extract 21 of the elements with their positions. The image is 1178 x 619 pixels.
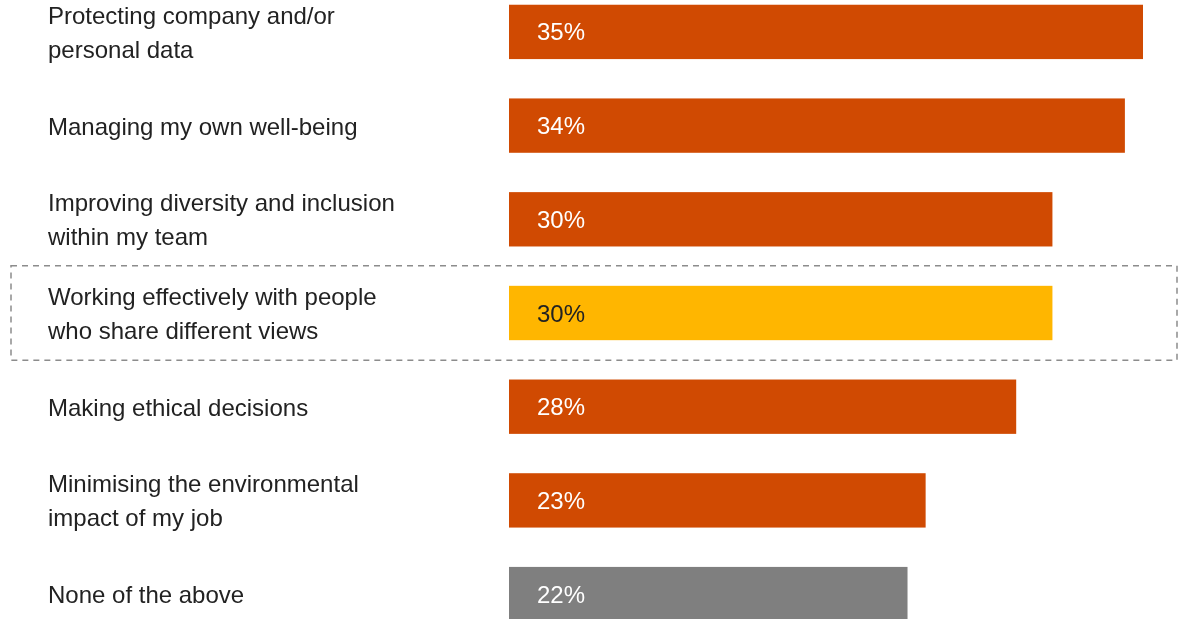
bar — [509, 285, 1053, 341]
bar — [509, 379, 1017, 434]
data-label: 35% — [537, 18, 586, 46]
y-tick-label: Minimising the environmental impact of my job — [48, 469, 359, 531]
data-label: 30% — [537, 205, 586, 233]
y-tick-label: Protecting company and/or personal data — [48, 1, 335, 63]
data-label: 23% — [537, 486, 586, 514]
y-tick-label: Making ethical decisions — [48, 393, 309, 421]
data-label: 28% — [537, 393, 586, 421]
bar — [509, 473, 926, 528]
data-label: 30% — [537, 299, 586, 327]
data-label: 34% — [537, 112, 586, 140]
data-label: 22% — [537, 580, 586, 608]
bar — [509, 566, 908, 619]
bar — [509, 192, 1053, 247]
bar — [509, 98, 1125, 153]
y-tick-label: Managing my own well-being — [48, 112, 358, 140]
y-tick-label: None of the above — [48, 580, 245, 608]
y-tick-label: Improving diversity and inclusion within my team — [47, 188, 395, 250]
bar — [509, 4, 1143, 60]
y-tick-label: Working effectively with people who share different views — [47, 282, 377, 344]
